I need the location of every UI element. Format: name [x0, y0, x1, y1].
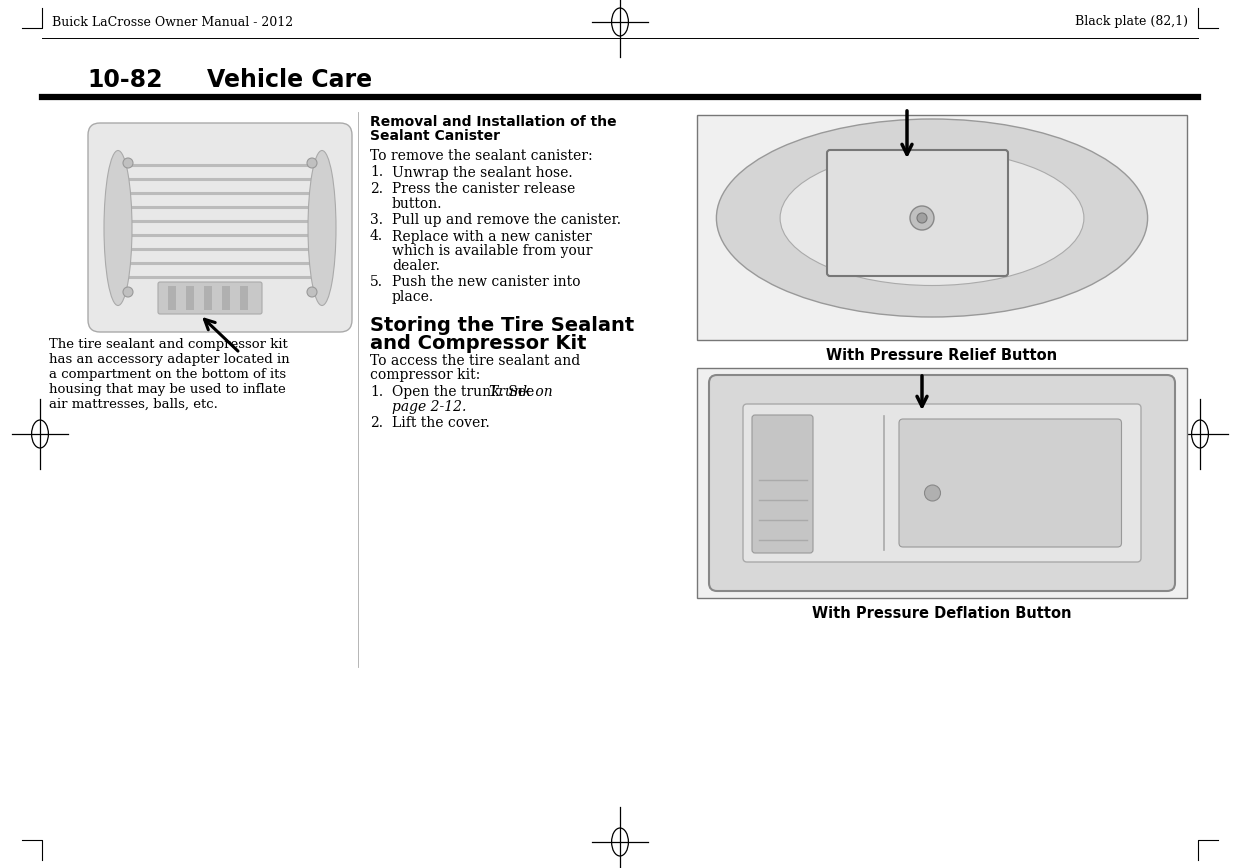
Text: button.: button. — [392, 196, 443, 211]
Text: Press the canister release: Press the canister release — [392, 182, 575, 196]
Text: With Pressure Deflation Button: With Pressure Deflation Button — [812, 606, 1071, 621]
Text: 2.: 2. — [370, 416, 383, 430]
FancyBboxPatch shape — [743, 404, 1141, 562]
Text: Unwrap the sealant hose.: Unwrap the sealant hose. — [392, 166, 573, 180]
Text: place.: place. — [392, 290, 434, 304]
Text: dealer.: dealer. — [392, 259, 440, 273]
Text: Lift the cover.: Lift the cover. — [392, 416, 490, 430]
Text: has an accessory adapter located in: has an accessory adapter located in — [50, 353, 290, 366]
Text: The tire sealant and compressor kit: The tire sealant and compressor kit — [50, 338, 288, 351]
Text: 3.: 3. — [370, 213, 383, 227]
Circle shape — [910, 206, 934, 230]
Text: Storing the Tire Sealant: Storing the Tire Sealant — [370, 316, 634, 335]
Text: Pull up and remove the canister.: Pull up and remove the canister. — [392, 213, 621, 227]
Circle shape — [123, 158, 133, 168]
Text: Removal and Installation of the: Removal and Installation of the — [370, 115, 616, 129]
Text: which is available from your: which is available from your — [392, 244, 593, 258]
Text: Buick LaCrosse Owner Manual - 2012: Buick LaCrosse Owner Manual - 2012 — [52, 16, 293, 29]
Text: 1.: 1. — [370, 166, 383, 180]
FancyBboxPatch shape — [157, 282, 262, 314]
Bar — [241, 286, 248, 310]
Bar — [697, 368, 1187, 598]
Circle shape — [925, 485, 940, 501]
Text: a compartment on the bottom of its: a compartment on the bottom of its — [50, 368, 286, 381]
Text: 10-82: 10-82 — [87, 68, 162, 92]
Ellipse shape — [104, 150, 131, 306]
Text: Push the new canister into: Push the new canister into — [392, 275, 580, 289]
Text: housing that may be used to inflate: housing that may be used to inflate — [50, 383, 285, 396]
Text: 4.: 4. — [370, 229, 383, 244]
Text: compressor kit:: compressor kit: — [370, 369, 480, 383]
Text: Sealant Canister: Sealant Canister — [370, 129, 500, 143]
Bar — [222, 286, 229, 310]
FancyBboxPatch shape — [709, 375, 1176, 591]
Text: Black plate (82,1): Black plate (82,1) — [1075, 16, 1188, 29]
Circle shape — [918, 213, 928, 223]
Text: To remove the sealant canister:: To remove the sealant canister: — [370, 149, 593, 163]
Ellipse shape — [308, 150, 336, 306]
Text: page 2‑12.: page 2‑12. — [392, 399, 466, 413]
Text: 5.: 5. — [370, 275, 383, 289]
FancyBboxPatch shape — [88, 123, 352, 332]
Circle shape — [308, 158, 317, 168]
Ellipse shape — [717, 119, 1147, 317]
FancyBboxPatch shape — [899, 419, 1121, 547]
FancyBboxPatch shape — [827, 150, 1008, 276]
Text: Vehicle Care: Vehicle Care — [207, 68, 372, 92]
Text: Replace with a new canister: Replace with a new canister — [392, 229, 591, 244]
Text: Trunk on: Trunk on — [489, 385, 553, 399]
Text: and Compressor Kit: and Compressor Kit — [370, 334, 587, 353]
Bar — [167, 286, 176, 310]
Bar — [205, 286, 212, 310]
Text: 2.: 2. — [370, 182, 383, 196]
Bar — [186, 286, 193, 310]
Bar — [697, 115, 1187, 340]
FancyBboxPatch shape — [751, 415, 813, 553]
Text: To access the tire sealant and: To access the tire sealant and — [370, 354, 580, 368]
Text: air mattresses, balls, etc.: air mattresses, balls, etc. — [50, 398, 218, 411]
Text: Open the trunk. See: Open the trunk. See — [392, 385, 538, 399]
Circle shape — [308, 287, 317, 297]
Text: 1.: 1. — [370, 385, 383, 399]
Circle shape — [123, 287, 133, 297]
Text: With Pressure Relief Button: With Pressure Relief Button — [826, 348, 1058, 363]
Ellipse shape — [780, 150, 1084, 286]
